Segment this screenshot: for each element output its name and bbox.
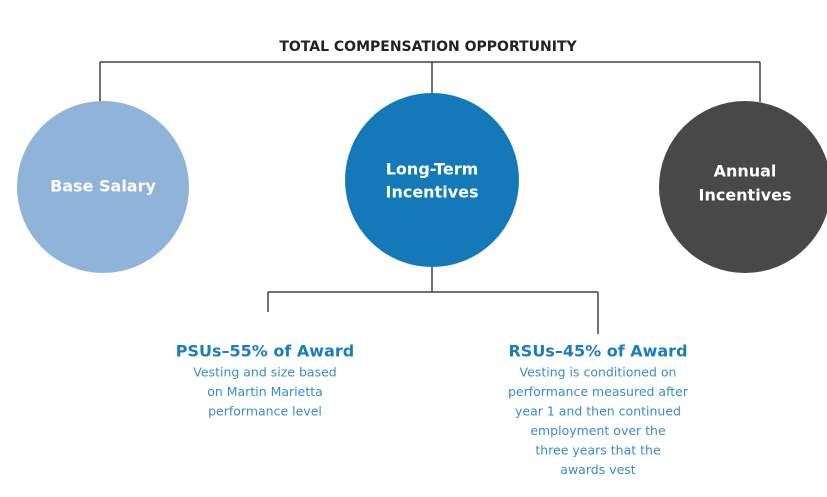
node-label: Base Salary [50, 177, 156, 196]
node-label: Incentives [385, 183, 478, 202]
award-description: awards vest [560, 462, 635, 477]
node-circle [345, 93, 519, 267]
node-label: Long-Term [386, 160, 479, 179]
connector-bottom [267, 267, 599, 334]
award-description: year 1 and then continued [515, 404, 681, 419]
title: TOTAL COMPENSATION OPPORTUNITY [279, 39, 577, 55]
node-label: Incentives [698, 186, 791, 205]
node-label: Annual [714, 162, 777, 181]
award-heading: RSUs–45% of Award [508, 342, 687, 361]
award-description: employment over the [530, 423, 666, 438]
node-circle [17, 101, 189, 273]
connector-top [99, 61, 761, 102]
award-description: Vesting is conditioned on [520, 365, 677, 380]
award-heading: PSUs–55% of Award [176, 342, 354, 361]
award-description: on Martin Marietta [207, 384, 323, 399]
awards: PSUs–55% of Award Vesting and size based o… [176, 342, 689, 478]
node-circle [659, 101, 827, 273]
award-description: performance measured after [508, 384, 689, 399]
award-description: three years that the [535, 443, 661, 458]
award-description: performance level [208, 404, 322, 419]
award-description: Vesting and size based [193, 365, 336, 380]
